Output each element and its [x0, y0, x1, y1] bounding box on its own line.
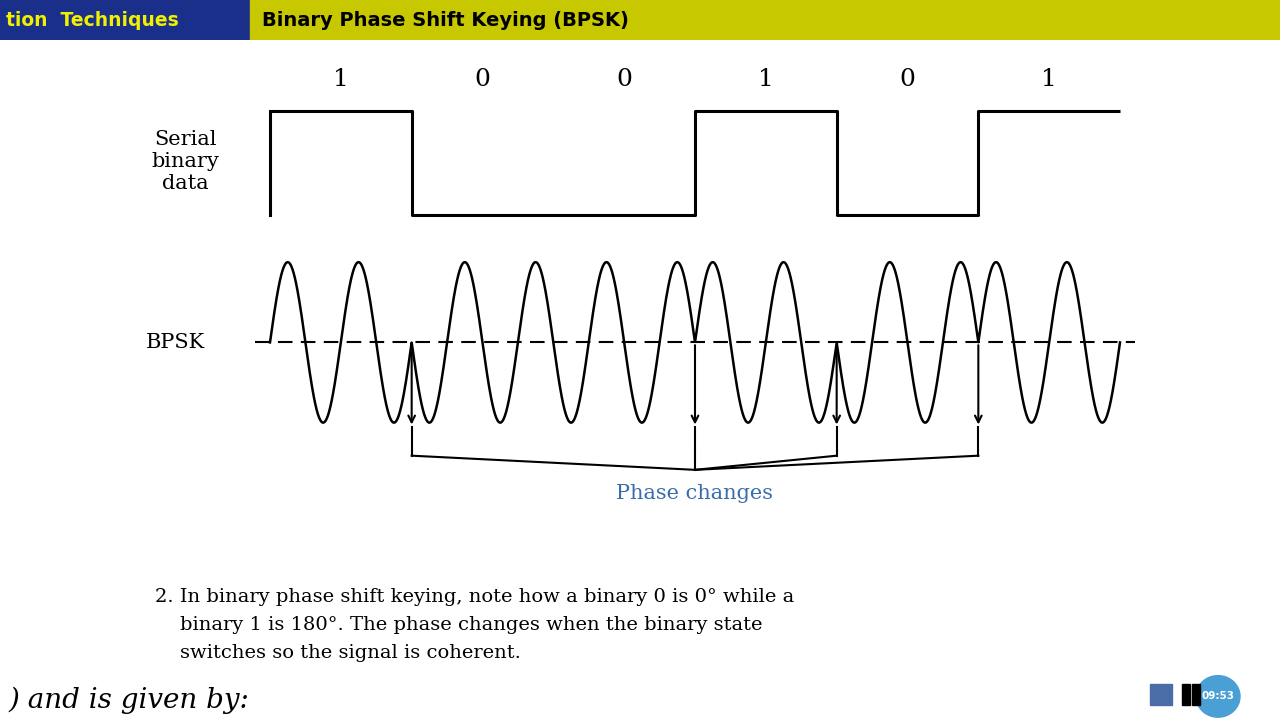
Bar	[0, 0, 250, 40]
Bar	[250, 0, 1280, 40]
Text: tion  Techniques: tion Techniques	[6, 11, 179, 30]
Polygon shape	[1196, 675, 1240, 717]
Text: BPSK: BPSK	[146, 333, 205, 352]
Text: 1: 1	[1042, 68, 1057, 91]
Text: switches so the signal is coherent.: switches so the signal is coherent.	[155, 644, 521, 662]
Bar	[1181, 684, 1190, 705]
Text: 1: 1	[758, 68, 773, 91]
Text: binary 1 is 180°. The phase changes when the binary state: binary 1 is 180°. The phase changes when…	[155, 616, 763, 634]
Text: 1: 1	[333, 68, 348, 91]
Text: Phase changes: Phase changes	[617, 484, 773, 503]
Text: Binary Phase Shift Keying (BPSK): Binary Phase Shift Keying (BPSK)	[262, 11, 630, 30]
Text: 09:53: 09:53	[1202, 691, 1234, 701]
Text: 2. In binary phase shift keying, note how a binary 0 is 0° while a: 2. In binary phase shift keying, note ho…	[155, 588, 795, 606]
Text: 0: 0	[900, 68, 915, 91]
Text: ) and is given by:: ) and is given by:	[8, 687, 248, 714]
Bar	[1192, 684, 1201, 705]
Bar	[1149, 684, 1172, 705]
Text: Serial
binary
data: Serial binary data	[151, 130, 219, 193]
Text: 0: 0	[475, 68, 490, 91]
Text: 0: 0	[616, 68, 632, 91]
